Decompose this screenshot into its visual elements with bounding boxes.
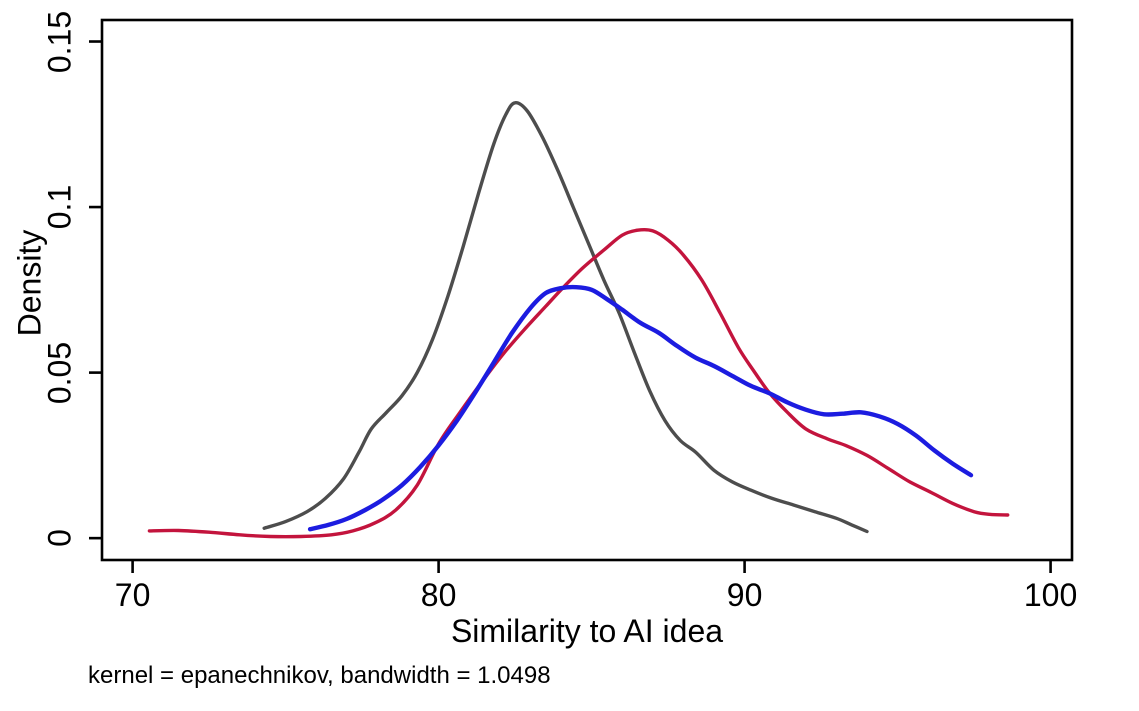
- density-curve-gray: [262, 101, 869, 534]
- plot-frame: [100, 18, 1074, 562]
- density-curve-blue: [307, 284, 974, 532]
- density-curve-red: [147, 227, 1010, 539]
